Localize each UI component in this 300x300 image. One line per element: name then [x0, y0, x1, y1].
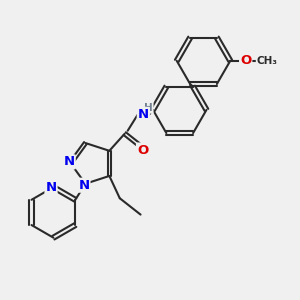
- Text: O: O: [240, 54, 251, 67]
- Text: O: O: [137, 143, 148, 157]
- Text: CH₃: CH₃: [256, 56, 278, 66]
- Text: N: N: [78, 179, 89, 192]
- Text: H: H: [144, 103, 153, 113]
- Text: N: N: [138, 108, 149, 121]
- Text: N: N: [64, 155, 75, 168]
- Text: N: N: [46, 181, 57, 194]
